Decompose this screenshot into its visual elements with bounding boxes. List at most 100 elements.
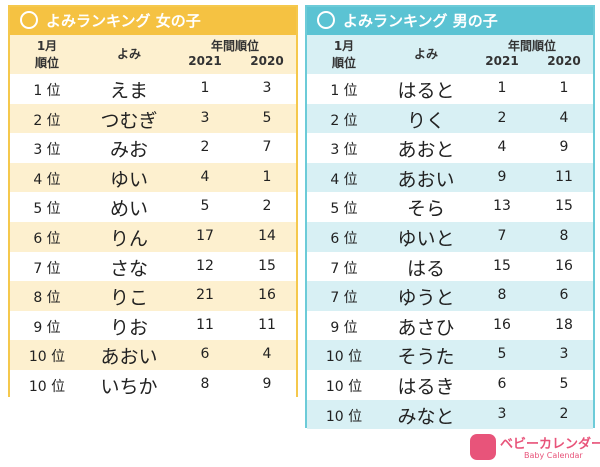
name-header: よみ	[413, 47, 438, 61]
rank: 1 位	[330, 83, 358, 99]
name: みお	[109, 139, 148, 162]
rank: 10 位	[325, 408, 363, 425]
table-row: 3 位 みお 2 7	[10, 133, 296, 163]
name: そら	[406, 198, 445, 221]
rank-2020: 2	[559, 405, 569, 422]
name: あおい	[100, 346, 158, 369]
rank-2020: 7	[262, 139, 272, 156]
rank: 4 位	[33, 171, 61, 188]
name: ゆい	[109, 168, 148, 191]
year-header: 2021	[485, 54, 519, 68]
name: りお	[109, 316, 148, 339]
table-row: 10 位 あおい 6 4	[10, 340, 296, 370]
name: りく	[406, 109, 445, 132]
year-header: 2020	[547, 54, 581, 68]
rank-header: 1月	[333, 39, 355, 53]
rank: 5 位	[330, 201, 358, 218]
rank-2020: 11	[258, 316, 276, 333]
rank-2021: 9	[497, 168, 507, 185]
rank-2021: 1	[200, 80, 210, 96]
rank-2021: 6	[497, 376, 507, 392]
rank-2020: 2	[262, 198, 272, 215]
table-row: 6 位 ゆいと 7 8	[307, 222, 593, 252]
rank-2021: 3	[497, 405, 507, 422]
table-row: 10 位 みなと 3 2	[307, 399, 593, 430]
rank: 7 位	[330, 260, 358, 277]
name: りん	[109, 228, 148, 250]
rank-header: 1月	[36, 39, 58, 53]
name: あおと	[397, 139, 455, 162]
rank: 3 位	[33, 142, 61, 159]
rank: 3 位	[330, 142, 358, 159]
table-row: 10 位 いちか 8 9	[10, 370, 296, 400]
rank-2020: 4	[559, 109, 569, 126]
name: はると	[397, 80, 455, 102]
name: ゆいと	[397, 228, 455, 250]
rank-2020: 3	[559, 346, 569, 363]
rank-2021: 3	[200, 109, 210, 126]
boys-title: よみランキング 男の子	[307, 7, 593, 35]
rank-2021: 2	[497, 109, 507, 126]
rank-2021: 13	[493, 198, 511, 215]
year-header: 2020	[250, 54, 284, 68]
name: さな	[109, 257, 148, 280]
logo-name: ベビーカレンダー	[500, 437, 600, 452]
table-row: 6 位 りん 17 14	[10, 222, 296, 252]
name: つむぎ	[100, 109, 158, 132]
rank-2021: 8	[497, 287, 507, 304]
table-row: 2 位 つむぎ 3 5	[10, 103, 296, 134]
rank-2021: 5	[497, 346, 507, 363]
logo-icon	[470, 434, 496, 460]
table-row: 3 位 あおと 4 9	[307, 133, 593, 163]
boys-icon	[317, 11, 335, 29]
annual-header: 年間順位	[210, 39, 259, 53]
rank-2020: 18	[555, 316, 573, 333]
rank-2021: 1	[497, 80, 507, 96]
rank: 10 位	[28, 349, 66, 366]
rank: 7 位	[33, 260, 61, 277]
rank-2021: 17	[196, 228, 214, 244]
name: そうた	[397, 346, 455, 369]
table-row: 1 位 えま 1 3	[10, 74, 296, 104]
rank-header: 順位	[331, 56, 356, 70]
table-row: 5 位 めい 5 2	[10, 192, 296, 222]
logo-sub: Baby Calendar	[524, 451, 583, 460]
rank-2020: 11	[555, 168, 573, 185]
table-row: 9 位 りお 11 11	[10, 310, 296, 341]
name: ゆうと	[397, 287, 455, 310]
name: めい	[109, 198, 148, 221]
rank-2020: 9	[262, 376, 272, 392]
rank-2021: 7	[497, 228, 507, 244]
rank-2021: 12	[196, 257, 214, 274]
rank-2020: 3	[262, 80, 272, 96]
rank: 2 位	[33, 112, 61, 129]
rank-2021: 2	[200, 139, 210, 156]
rank: 7 位	[330, 290, 358, 307]
rank-2020: 8	[559, 228, 569, 244]
rank-2021: 5	[200, 198, 210, 215]
table-row: 10 位 はるき 6 5	[307, 370, 593, 400]
table-row: 8 位 りこ 21 16	[10, 281, 296, 311]
boys-table: よみランキング 男の子 1月順位 よみ 年間順位 2021 2020 1 位 はると 1 1 2 …	[305, 5, 595, 430]
rank-2020: 5	[262, 109, 272, 126]
name: えま	[109, 80, 148, 102]
rank-2020: 4	[262, 346, 272, 363]
rank-2021: 4	[497, 139, 507, 156]
table-row: 2 位 りく 2 4	[307, 103, 593, 134]
rank: 2 位	[330, 112, 358, 129]
girls-title: よみランキング 女の子	[10, 7, 296, 35]
table-row: 7 位 さな 12 15	[10, 251, 296, 282]
rank: 10 位	[28, 379, 66, 395]
table-row: 4 位 あおい 9 11	[307, 162, 593, 193]
table-row: 5 位 そら 13 15	[307, 192, 593, 222]
rank-2021: 8	[200, 376, 210, 392]
rank: 9 位	[330, 319, 358, 336]
girls-icon	[20, 11, 38, 29]
annual-header: 年間順位	[507, 39, 556, 53]
name: あおい	[397, 168, 455, 191]
rank-2020: 16	[258, 287, 276, 304]
rank: 8 位	[33, 290, 61, 307]
rank: 9 位	[33, 319, 61, 336]
rank-2021: 21	[196, 287, 214, 304]
rank: 10 位	[325, 379, 363, 395]
